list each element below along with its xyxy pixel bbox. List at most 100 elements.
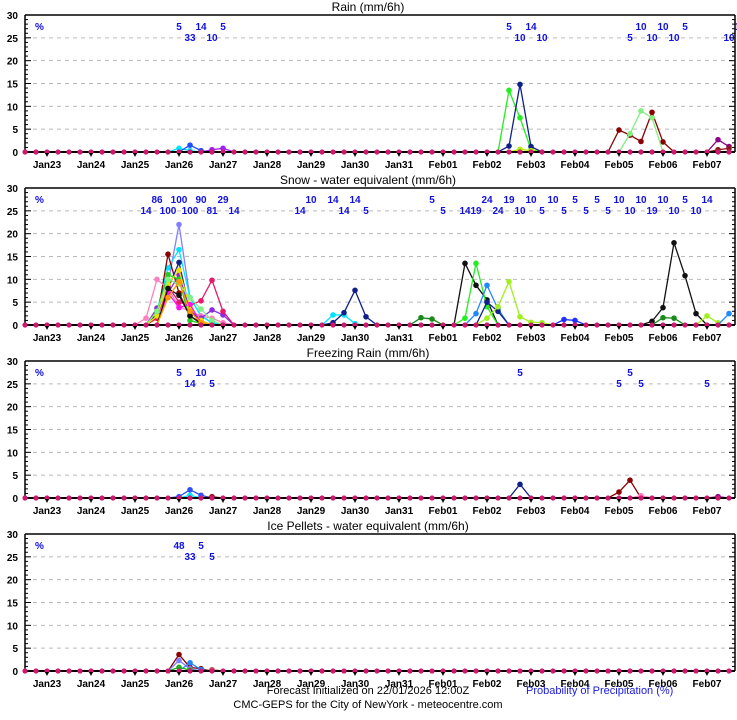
baseline-marker: [275, 149, 281, 155]
baseline-marker: [385, 668, 391, 674]
baseline-marker: [594, 149, 600, 155]
baseline-marker: [495, 149, 501, 155]
pop-value: 5: [682, 22, 688, 33]
baseline-marker: [462, 668, 468, 674]
baseline-marker: [429, 668, 435, 674]
x-tick-label: Feb02: [473, 333, 502, 344]
baseline-marker: [407, 322, 413, 328]
y-tick-label: 0: [12, 148, 18, 159]
x-tick-label: Jan29: [297, 506, 326, 517]
baseline-marker: [77, 495, 83, 501]
x-tick-label: Feb06: [649, 679, 678, 690]
baseline-marker: [550, 668, 556, 674]
x-tick-label: Jan29: [297, 333, 326, 344]
series-member-blue-c: [552, 318, 587, 326]
baseline-marker: [605, 322, 611, 328]
x-tick-label: Jan25: [121, 506, 150, 517]
pop-value: 14: [349, 195, 361, 206]
pop-value: 14: [195, 22, 207, 33]
pop-value: 5: [561, 206, 567, 217]
pop-value: 10: [536, 33, 548, 44]
baseline-marker: [165, 322, 171, 328]
x-tick-label: Jan28: [253, 506, 282, 517]
baseline-marker: [319, 149, 325, 155]
pop-percent-label: %: [35, 541, 44, 552]
pop-value: 5: [704, 379, 710, 390]
x-tick-label: Jan27: [209, 333, 238, 344]
baseline-marker: [583, 495, 589, 501]
y-tick-label: 5: [12, 644, 18, 655]
x-tick-label: Jan31: [385, 506, 414, 517]
y-tick-label: 5: [12, 471, 18, 482]
x-tick-label: Jan27: [209, 506, 238, 517]
baseline-marker: [121, 668, 127, 674]
x-tick-label: Jan31: [385, 679, 414, 690]
pop-value: 10: [624, 206, 636, 217]
pop-value: 10: [613, 195, 625, 206]
pop-value: 14: [140, 206, 152, 217]
baseline-marker: [143, 149, 149, 155]
x-tick-label: Feb01: [429, 506, 458, 517]
series-member-darkgreen-b: [651, 317, 686, 326]
x-tick-label: Jan30: [341, 160, 370, 171]
pop-value: 19: [503, 195, 515, 206]
x-tick-label: Feb03: [517, 679, 546, 690]
x-tick-label: Feb03: [517, 333, 546, 344]
baseline-marker: [473, 668, 479, 674]
baseline-marker: [319, 495, 325, 501]
baseline-marker: [253, 495, 259, 501]
pop-value: 33: [184, 552, 196, 563]
baseline-marker: [682, 149, 688, 155]
baseline-marker: [671, 668, 677, 674]
baseline-marker: [77, 149, 83, 155]
x-tick-label: Feb04: [561, 333, 590, 344]
pop-value: 10: [723, 33, 735, 44]
x-tick-label: Feb04: [561, 160, 590, 171]
y-tick-label: 10: [7, 621, 19, 632]
baseline-marker: [451, 149, 457, 155]
baseline-marker: [693, 322, 699, 328]
baseline-marker: [198, 149, 204, 155]
baseline-marker: [649, 149, 655, 155]
baseline-marker: [55, 668, 61, 674]
baseline-marker: [275, 495, 281, 501]
baseline-marker: [473, 495, 479, 501]
baseline-marker: [330, 149, 336, 155]
baseline-marker: [715, 322, 721, 328]
x-tick-label: Jan25: [121, 679, 150, 690]
pop-value: 19: [470, 206, 482, 217]
baseline-marker: [154, 322, 160, 328]
baseline-marker: [561, 322, 567, 328]
x-tick-label: Jan23: [33, 506, 62, 517]
x-tick-label: Feb07: [693, 160, 722, 171]
baseline-marker: [605, 149, 611, 155]
x-tick-label: Feb01: [429, 160, 458, 171]
baseline-marker: [209, 668, 215, 674]
y-tick-label: 5: [12, 298, 18, 309]
pop-value: 5: [594, 195, 600, 206]
baseline-marker: [407, 495, 413, 501]
series-member-periwinkle: [167, 659, 202, 672]
x-tick-label: Feb07: [693, 506, 722, 517]
baseline-marker: [451, 322, 457, 328]
baseline-marker: [99, 149, 105, 155]
pop-value: 14: [338, 206, 350, 217]
x-tick-label: Jan27: [209, 160, 238, 171]
baseline-marker: [495, 668, 501, 674]
y-tick-label: 25: [7, 207, 19, 218]
y-tick-label: 15: [7, 80, 19, 91]
pop-value: 5: [363, 206, 369, 217]
baseline-marker: [33, 149, 39, 155]
pop-value: 5: [638, 379, 644, 390]
y-tick-label: 30: [7, 530, 19, 541]
y-tick-label: 10: [7, 275, 19, 286]
baseline-marker: [121, 495, 127, 501]
x-tick-label: Feb02: [473, 679, 502, 690]
x-tick-label: Feb02: [473, 506, 502, 517]
x-tick-label: Jan27: [209, 679, 238, 690]
x-tick-label: Jan24: [77, 160, 106, 171]
y-tick-label: 0: [12, 494, 18, 505]
x-tick-label: Feb04: [561, 679, 590, 690]
baseline-marker: [143, 495, 149, 501]
